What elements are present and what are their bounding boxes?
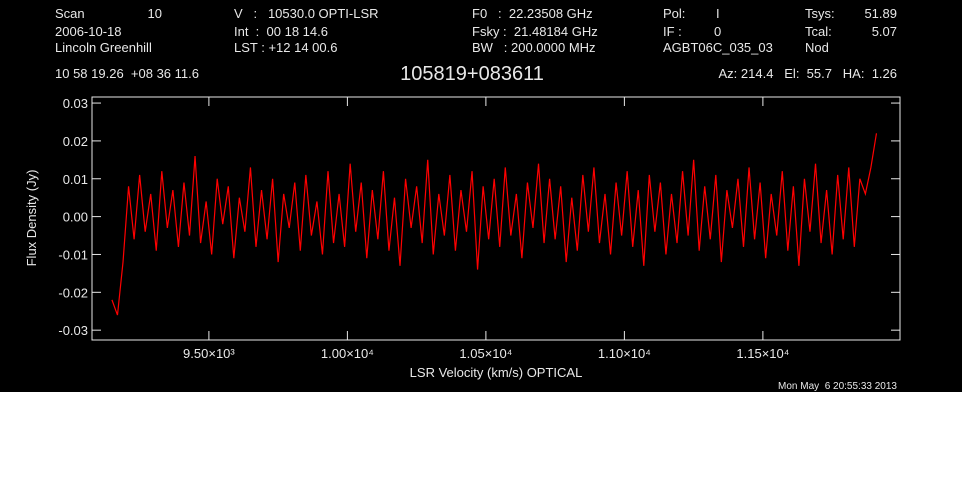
y-tick-label: -0.01 xyxy=(58,247,88,262)
header-text: Az: 214.4 El: 55.7 HA: 1.26 xyxy=(719,66,898,81)
header-text: Int : 00 18 14.6 xyxy=(234,24,328,39)
header-text: Lincoln Greenhill xyxy=(55,40,152,55)
header-text: Pol: xyxy=(663,6,685,21)
y-axis-label: Flux Density (Jy) xyxy=(24,170,39,267)
header-text: 2006-10-18 xyxy=(55,24,122,39)
x-tick-label: 1.15×10⁴ xyxy=(736,346,789,361)
header-text: 0 xyxy=(714,24,721,39)
y-tick-label: 0.02 xyxy=(63,134,88,149)
y-tick-label: 0.01 xyxy=(63,172,88,187)
header-text: 51.89 xyxy=(864,6,897,21)
header-text: 10 xyxy=(148,6,162,21)
header-text: F0 : 22.23508 GHz xyxy=(472,6,593,21)
x-tick-label: 9.50×10³ xyxy=(183,346,235,361)
header-text: AGBT06C_035_03 xyxy=(663,40,773,55)
header-text: V : 10530.0 OPTI-LSR xyxy=(234,6,379,21)
header-text: IF : xyxy=(663,24,682,39)
spectrum-line xyxy=(111,133,878,316)
header-text: 5.07 xyxy=(872,24,897,39)
header-text: Nod xyxy=(805,40,829,55)
header-text: BW : 200.0000 MHz xyxy=(472,40,596,55)
y-tick-label: -0.03 xyxy=(58,323,88,338)
x-tick-label: 1.00×10⁴ xyxy=(321,346,374,361)
x-tick-label: 1.10×10⁴ xyxy=(598,346,651,361)
header-text: Tsys: xyxy=(805,6,835,21)
timestamp: Mon May 6 20:55:33 2013 xyxy=(778,381,897,392)
chart-title: 105819+083611 xyxy=(400,63,544,85)
y-tick-label: 0.00 xyxy=(63,210,88,225)
y-tick-label: 0.03 xyxy=(63,96,88,111)
header-text: 10 58 19.26 +08 36 11.6 xyxy=(55,66,199,81)
header-text: I xyxy=(716,6,720,21)
header-text: Scan xyxy=(55,6,85,21)
header-text: Fsky : 21.48184 GHz xyxy=(472,24,598,39)
plot-frame xyxy=(91,96,901,341)
x-tick-label: 1.05×10⁴ xyxy=(459,346,512,361)
y-tick-label: -0.02 xyxy=(58,285,88,300)
x-axis-label: LSR Velocity (km/s) OPTICAL xyxy=(410,365,583,380)
header-text: LST : +12 14 00.6 xyxy=(234,40,337,55)
header-text: Tcal: xyxy=(805,24,832,39)
